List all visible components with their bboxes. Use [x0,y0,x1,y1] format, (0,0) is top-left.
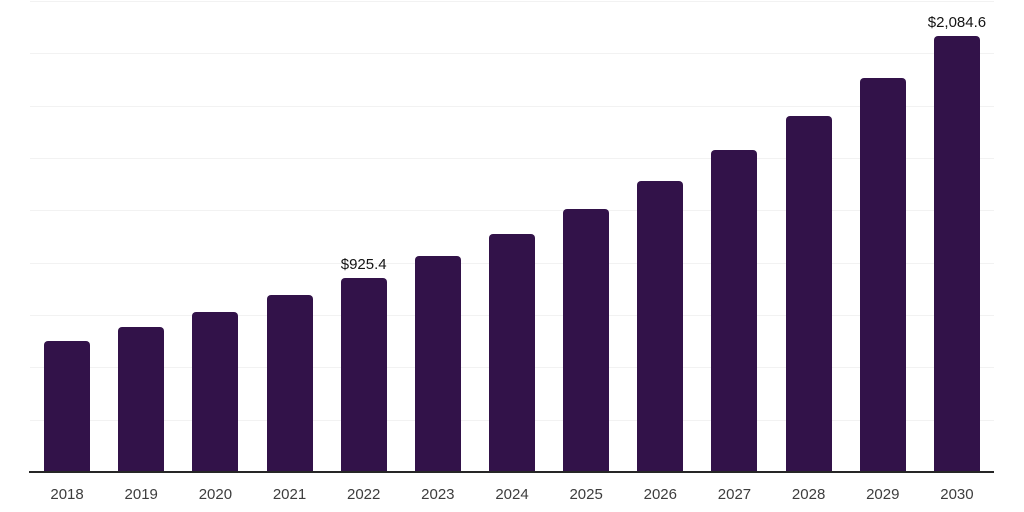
bar-2028 [785,115,832,472]
gridline-2250 [30,1,994,2]
bar-2029 [859,78,906,472]
x-tick-label-2023: 2023 [421,486,455,503]
gridline-1750 [30,105,994,107]
bar-2019 [118,327,165,472]
x-axis-line [29,471,994,473]
x-tick-label-2030: 2030 [940,486,974,503]
x-tick-label-2026: 2026 [643,486,677,503]
bar-2021 [266,294,313,472]
gridline-1250 [30,210,994,212]
data-label-2030: $2,084.6 [927,13,987,31]
x-tick-label-2027: 2027 [717,486,752,503]
gridline-2000 [30,53,994,55]
bar-2023 [414,255,461,472]
gridline-1500 [30,158,994,159]
bar-2027 [711,150,758,472]
x-tick-label-2020: 2020 [198,486,233,503]
bar-2018 [44,340,91,472]
x-tick-label-2029: 2029 [866,486,900,503]
x-tick-label-2022: 2022 [347,486,381,503]
bar-2020 [192,312,239,472]
bar-2024 [489,233,535,472]
bar-2022 [340,278,387,472]
bar-2026 [637,181,684,472]
x-tick-label-2018: 2018 [50,486,84,503]
x-tick-label-2021: 2021 [272,486,307,503]
bar-2030 [933,35,980,472]
data-label-2022: $925.4 [340,256,387,274]
x-tick-label-2019: 2019 [124,486,158,503]
x-tick-label-2025: 2025 [569,486,603,503]
x-tick-label-2028: 2028 [791,486,826,503]
x-tick-label-2024: 2024 [495,486,529,503]
bar-2025 [563,209,610,472]
